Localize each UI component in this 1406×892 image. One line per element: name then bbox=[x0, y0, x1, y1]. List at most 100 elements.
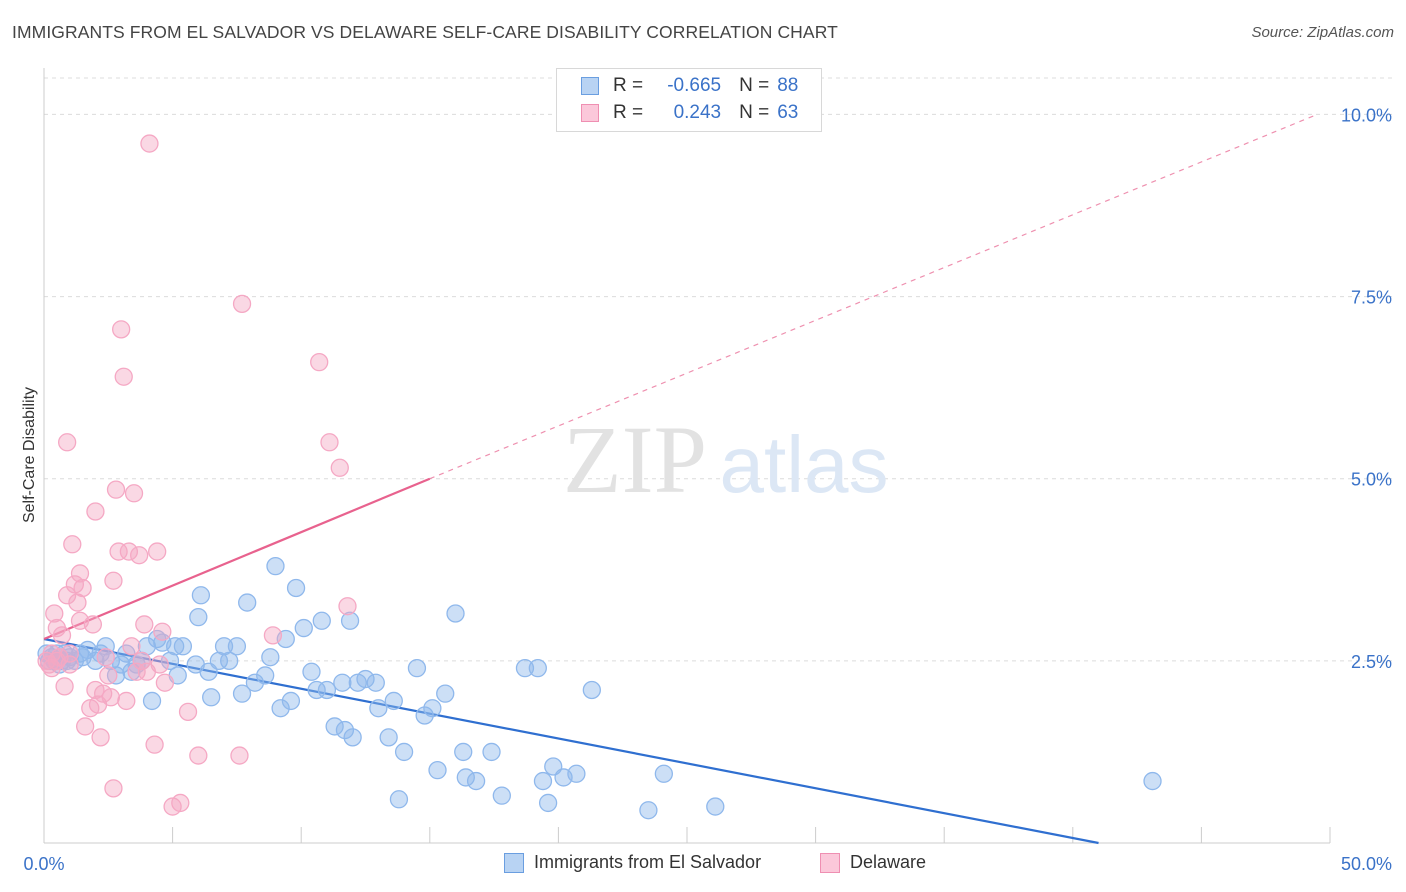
legend-n-label: N = bbox=[739, 75, 770, 96]
point-el-salvador bbox=[106, 666, 126, 685]
point-el-salvador bbox=[423, 699, 442, 718]
point-delaware bbox=[55, 677, 74, 696]
bottom-legend-label: Immigrants from El Salvador bbox=[534, 852, 762, 872]
point-el-salvador bbox=[654, 764, 674, 783]
point-el-salvador bbox=[202, 688, 221, 707]
point-el-salvador bbox=[366, 673, 385, 692]
point-el-salvador bbox=[515, 658, 535, 678]
point-delaware bbox=[263, 626, 283, 645]
point-delaware bbox=[150, 655, 169, 674]
point-el-salvador bbox=[415, 706, 434, 725]
axes bbox=[43, 68, 1331, 844]
point-el-salvador bbox=[256, 666, 275, 685]
point-delaware bbox=[63, 535, 82, 554]
point-el-salvador bbox=[191, 586, 211, 605]
legend-n-value: 63 bbox=[777, 102, 799, 123]
point-delaware bbox=[104, 571, 123, 590]
point-delaware bbox=[178, 702, 198, 722]
point-el-salvador bbox=[335, 720, 355, 740]
bottom-legend-label: Delaware bbox=[850, 852, 927, 872]
point-delaware bbox=[99, 666, 118, 685]
y-tick-label: 7.5% bbox=[1351, 288, 1392, 308]
bottom-legend-swatch-pink bbox=[820, 852, 840, 873]
point-delaware bbox=[230, 746, 249, 765]
point-el-salvador bbox=[582, 680, 601, 700]
point-delaware bbox=[86, 680, 105, 700]
legend-row-delaware: R = 0.243 N = 63 bbox=[581, 101, 798, 125]
point-el-salvador bbox=[482, 742, 501, 762]
point-delaware bbox=[189, 746, 208, 765]
point-el-salvador bbox=[281, 691, 301, 711]
point-delaware bbox=[96, 648, 115, 667]
point-delaware bbox=[104, 779, 123, 798]
point-el-salvador bbox=[333, 673, 352, 692]
trend-line-0 bbox=[43, 637, 1099, 845]
y-tick-label: 5.0% bbox=[1351, 470, 1392, 490]
bottom-legend-el-salvador: Immigrants from El Salvador bbox=[504, 852, 761, 873]
point-delaware bbox=[119, 542, 139, 561]
point-delaware bbox=[57, 433, 77, 452]
legend-r-label: R = bbox=[613, 75, 644, 96]
point-el-salvador bbox=[407, 658, 427, 678]
legend-swatch-blue bbox=[581, 77, 599, 95]
bottom-legend-swatch-blue bbox=[504, 852, 524, 873]
point-delaware bbox=[155, 673, 175, 692]
point-el-salvador bbox=[454, 742, 473, 762]
data-points bbox=[37, 134, 1162, 820]
point-delaware bbox=[52, 626, 72, 645]
point-el-salvador bbox=[567, 764, 586, 783]
point-delaware bbox=[76, 717, 95, 736]
point-el-salvador bbox=[220, 651, 239, 671]
point-el-salvador bbox=[325, 717, 344, 736]
point-el-salvador bbox=[384, 691, 403, 711]
point-el-salvador bbox=[294, 618, 313, 638]
point-el-salvador bbox=[307, 680, 326, 700]
point-el-salvador bbox=[317, 680, 337, 700]
point-el-salvador bbox=[356, 669, 375, 689]
point-el-salvador bbox=[245, 673, 265, 692]
point-el-salvador bbox=[312, 611, 331, 630]
legend-n-value: 88 bbox=[777, 75, 799, 96]
point-el-salvador bbox=[261, 648, 280, 667]
y-tick-label: 10.0% bbox=[1341, 105, 1392, 125]
point-el-salvador bbox=[227, 637, 247, 656]
point-el-salvador bbox=[538, 793, 558, 813]
point-el-salvador bbox=[466, 771, 486, 791]
point-delaware bbox=[101, 688, 121, 707]
point-delaware bbox=[60, 644, 79, 663]
point-el-salvador bbox=[343, 728, 362, 747]
point-delaware bbox=[130, 546, 149, 565]
y-tick-label: 2.5% bbox=[1351, 652, 1392, 672]
point-delaware bbox=[132, 651, 151, 671]
x-tick-label-min: 0.0% bbox=[23, 854, 64, 874]
point-el-salvador bbox=[173, 637, 193, 656]
trend-lines bbox=[43, 113, 1318, 845]
point-el-salvador bbox=[544, 757, 563, 776]
point-delaware bbox=[320, 433, 339, 452]
point-delaware bbox=[171, 793, 190, 813]
x-tick-label-max: 50.0% bbox=[1341, 854, 1392, 874]
point-delaware bbox=[42, 658, 61, 678]
point-el-salvador bbox=[389, 790, 409, 809]
point-delaware bbox=[310, 352, 329, 372]
point-el-salvador bbox=[189, 607, 208, 627]
point-el-salvador bbox=[112, 655, 131, 674]
point-el-salvador bbox=[166, 637, 185, 656]
point-el-salvador bbox=[340, 611, 360, 630]
point-delaware bbox=[45, 604, 64, 623]
legend-row-el-salvador: R = -0.665 N = 88 bbox=[581, 74, 798, 98]
watermark-zip: ZIP bbox=[563, 406, 707, 513]
point-delaware bbox=[114, 367, 133, 386]
point-delaware bbox=[330, 458, 349, 477]
legend-r-value: 0.243 bbox=[673, 102, 722, 123]
legend-n-label: N = bbox=[739, 102, 770, 123]
point-el-salvador bbox=[436, 684, 455, 703]
stats-legend: R = -0.665 N = 88 R = 0.243 N = 63 bbox=[556, 68, 822, 132]
point-el-salvador bbox=[533, 771, 553, 791]
point-el-salvador bbox=[1143, 771, 1162, 791]
point-el-salvador bbox=[492, 786, 511, 805]
point-delaware bbox=[117, 691, 136, 711]
point-delaware bbox=[70, 564, 90, 583]
legend-swatch-pink bbox=[581, 104, 599, 122]
